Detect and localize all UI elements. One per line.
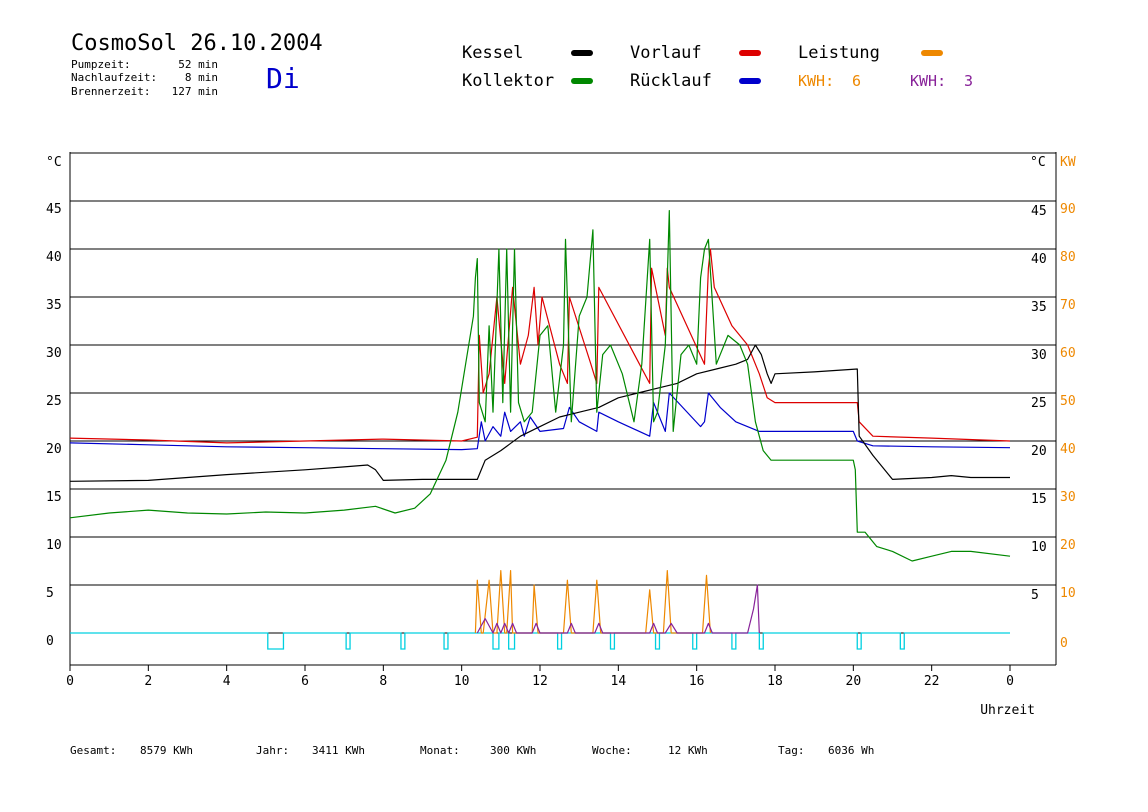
series-lines — [69, 210, 1011, 650]
kwh-label-1: KWH: — [798, 72, 834, 90]
footer-label-tag: Tag: — [778, 744, 805, 757]
y-tick-label-right: 10 — [1031, 540, 1047, 555]
y-tick-label-right: 30 — [1031, 348, 1047, 363]
legend: Kessel Vorlauf Leistung Kollektor Rückla… — [462, 43, 973, 91]
x-tick-label: 16 — [689, 674, 705, 689]
pump-status-line — [70, 632, 1010, 650]
footer-value-monat: 300 KWh — [490, 744, 536, 757]
kwh-value-2: 3 — [964, 72, 973, 90]
series-line-leistung-kwh-3 — [476, 584, 760, 634]
y-axis-unit-right: °C — [1030, 155, 1046, 170]
y-tick-label-right: 15 — [1031, 492, 1047, 507]
axes: °C °C KW Uhrzeit — [46, 155, 1076, 718]
x-axis-label: Uhrzeit — [980, 703, 1035, 718]
y-tick-label: 20 — [46, 442, 62, 457]
stat-label-pump: Pumpzeit: — [71, 58, 131, 71]
stat-value-pump: 52 min — [178, 58, 218, 71]
footer-value-jahr: 3411 KWh — [312, 744, 365, 757]
y-tick-label: 10 — [46, 538, 62, 553]
y-tick-label: 45 — [46, 202, 62, 217]
y-tick-label: 40 — [46, 250, 62, 265]
footer-totals: Gesamt: 8579 KWh Jahr: 3411 KWh Monat: 3… — [70, 744, 874, 757]
chart-title: CosmoSol 26.10.2004 — [71, 31, 323, 56]
footer-label-monat: Monat: — [420, 744, 460, 757]
footer-value-tag: 6036 Wh — [828, 744, 874, 757]
y-tick-label-right: 20 — [1031, 444, 1047, 459]
legend-label-leistung: Leistung — [798, 43, 880, 63]
y-tick-label: 35 — [46, 298, 62, 313]
y2-tick-label: 30 — [1060, 490, 1076, 505]
series-line-r-cklauf — [69, 392, 1011, 451]
y2-tick-label: 0 — [1060, 636, 1068, 651]
series-line-kollektor — [69, 210, 1011, 562]
x-tick-label: 10 — [454, 674, 470, 689]
y-tick-label: 15 — [46, 490, 62, 505]
y-tick-label: 5 — [46, 586, 54, 601]
legend-label-kollektor: Kollektor — [462, 71, 554, 91]
x-tick-label: 0 — [66, 674, 74, 689]
weekday-label: Di — [266, 62, 300, 95]
footer-label-woche: Woche: — [592, 744, 632, 757]
x-tick-label: 12 — [532, 674, 548, 689]
y-tick-label-right: 35 — [1031, 300, 1047, 315]
y2-tick-label: 20 — [1060, 538, 1076, 553]
stat-value-brenner: 127 min — [172, 85, 218, 98]
y-tick-label-right: 5 — [1031, 588, 1039, 603]
y-axis-unit-kw: KW — [1060, 155, 1076, 170]
x-tick-label: 4 — [223, 674, 231, 689]
header: CosmoSol 26.10.2004 Di Pumpzeit: 52 min … — [71, 31, 323, 98]
x-tick-label: 18 — [767, 674, 783, 689]
x-tick-label: 2 — [144, 674, 152, 689]
footer-value-woche: 12 KWh — [668, 744, 708, 757]
x-tick-label: 22 — [924, 674, 940, 689]
footer-value-gesamt: 8579 KWh — [140, 744, 193, 757]
y-tick-label-right: 25 — [1031, 396, 1047, 411]
y-tick-label: 25 — [46, 394, 62, 409]
y2-tick-label: 80 — [1060, 250, 1076, 265]
series-line-leistung — [474, 570, 711, 634]
stat-label-nachlauf: Nachlaufzeit: — [71, 71, 157, 84]
y2-tick-label: 90 — [1060, 202, 1076, 217]
gridlines — [69, 152, 1057, 671]
y2-tick-label: 60 — [1060, 346, 1076, 361]
y2-tick-label: 50 — [1060, 394, 1076, 409]
footer-label-gesamt: Gesamt: — [70, 744, 116, 757]
y-tick-label-right: 45 — [1031, 204, 1047, 219]
kwh-label-2: KWH: — [910, 72, 946, 90]
x-tick-label: 0 — [1006, 674, 1014, 689]
y2-tick-label: 40 — [1060, 442, 1076, 457]
y2-tick-label: 10 — [1060, 586, 1076, 601]
kwh-value-1: 6 — [852, 72, 861, 90]
footer-label-jahr: Jahr: — [256, 744, 289, 757]
y-axis-unit-left: °C — [46, 155, 62, 170]
stat-label-brenner: Brennerzeit: — [71, 85, 150, 98]
x-tick-label: 8 — [379, 674, 387, 689]
stat-value-nachlauf: 8 min — [185, 71, 218, 84]
series-line-vorlauf — [69, 248, 1011, 444]
legend-label-ruecklauf: Rücklauf — [630, 71, 712, 91]
x-tick-label: 20 — [846, 674, 862, 689]
legend-label-kessel: Kessel — [462, 43, 523, 63]
y2-tick-label: 70 — [1060, 298, 1076, 313]
series-line-kessel — [69, 344, 1010, 482]
y-tick-label: 30 — [46, 346, 62, 361]
x-tick-label: 6 — [301, 674, 309, 689]
legend-label-vorlauf: Vorlauf — [630, 43, 702, 63]
x-tick-label: 14 — [611, 674, 627, 689]
y-tick-label: 0 — [46, 634, 54, 649]
y-tick-label-right: 40 — [1031, 252, 1047, 267]
